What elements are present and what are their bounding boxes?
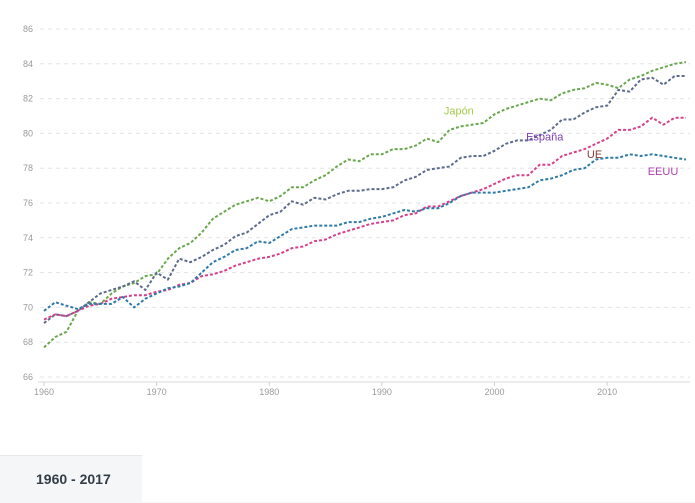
series-line — [43, 116, 686, 321]
y-tick-label: 72 — [23, 268, 33, 278]
y-tick-label: 76 — [23, 198, 33, 208]
series-line — [43, 153, 687, 312]
x-tick-label: 1970 — [147, 387, 167, 397]
x-tick-label: 1980 — [259, 387, 279, 397]
y-tick-label: 84 — [23, 59, 33, 69]
y-tick-label: 82 — [23, 94, 33, 104]
x-axis-tick-labels: 1960 1970 1980 1990 2000 2010 — [34, 387, 617, 397]
y-tick-label: 80 — [23, 128, 33, 138]
y-axis-tick-labels: 66 68 70 72 74 76 78 80 82 84 86 — [23, 24, 33, 382]
date-range-label: 1960 - 2017 — [36, 471, 111, 487]
series-labels: Japón España UE EEUU — [444, 105, 678, 178]
x-tick-label: 1960 — [34, 387, 54, 397]
series-lines — [43, 61, 687, 349]
y-tick-label: 68 — [23, 337, 33, 347]
series-label: España — [526, 131, 564, 143]
y-tick-label: 78 — [23, 163, 33, 173]
y-tick-label: 66 — [23, 372, 33, 382]
series-label: EEUU — [648, 166, 679, 178]
x-tick-label: 2010 — [597, 387, 617, 397]
life-expectancy-line-chart: 66 68 70 72 74 76 78 80 82 84 86 1960 1970 1980 1990 2… — [23, 24, 690, 397]
y-tick-label: 86 — [23, 24, 33, 34]
y-tick-label: 70 — [23, 302, 33, 312]
x-axis — [38, 381, 690, 386]
series-label: Japón — [444, 105, 474, 117]
x-tick-label: 2000 — [485, 387, 505, 397]
y-tick-label: 74 — [23, 233, 33, 243]
gridlines — [40, 28, 690, 378]
footer-panel — [142, 452, 695, 502]
series-label: UE — [587, 149, 602, 161]
x-tick-label: 1990 — [372, 387, 392, 397]
series-line — [43, 75, 686, 324]
series-line — [43, 61, 687, 349]
